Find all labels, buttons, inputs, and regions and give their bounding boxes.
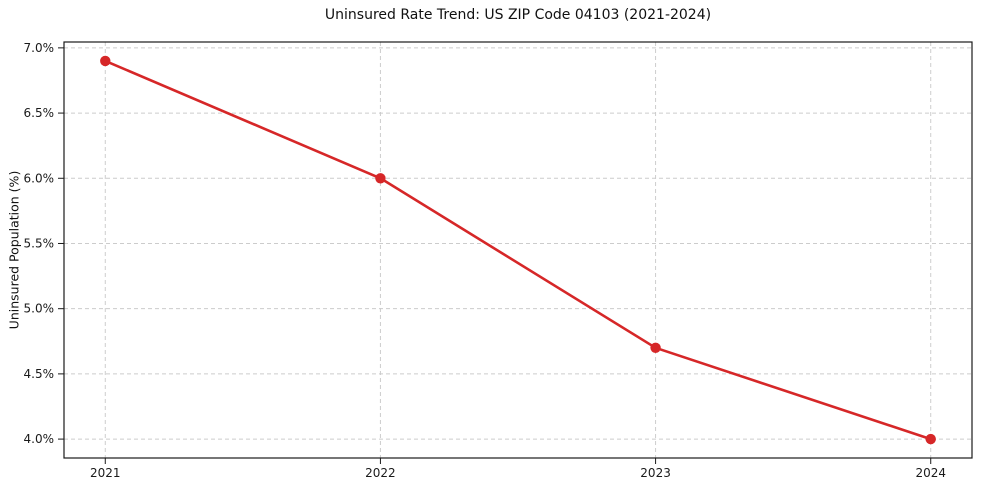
y-tick-label: 6.0% [24, 171, 55, 185]
axes-border [63, 41, 973, 459]
y-tick-label: 4.5% [24, 367, 55, 381]
x-tick-label: 2022 [365, 466, 396, 480]
x-tick-label: 2021 [90, 466, 121, 480]
data-point-marker [650, 342, 661, 354]
chart-title: Uninsured Rate Trend: US ZIP Code 04103 … [324, 7, 712, 23]
x-tick-label: 2024 [915, 466, 946, 480]
y-tick-label: 5.0% [24, 302, 55, 316]
y-tick-label: 6.5% [24, 106, 55, 120]
y-tick-label: 7.0% [24, 41, 55, 55]
data-point-marker [925, 433, 936, 445]
trend-line [103, 59, 933, 441]
data-point-marker [100, 55, 111, 67]
data-point-marker [375, 173, 386, 184]
y-tick-label: 5.5% [24, 236, 55, 250]
y-tick-label: 4.0% [24, 432, 55, 446]
x-tick-label: 2023 [640, 466, 671, 480]
